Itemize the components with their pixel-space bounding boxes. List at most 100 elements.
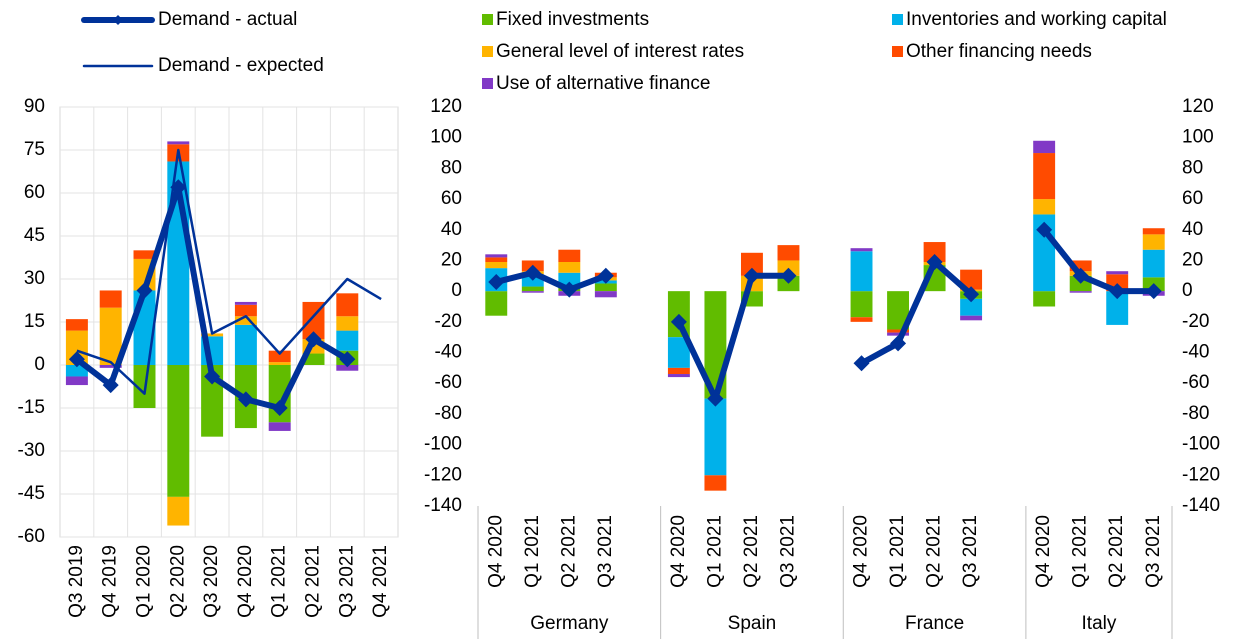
y-tick-label: -15	[18, 397, 45, 418]
y2-tick-label: 80	[1182, 157, 1203, 178]
bar-segment	[960, 269, 983, 290]
legend-label: Fixed investments	[496, 9, 649, 30]
bar-segment	[336, 365, 359, 371]
x-tick-label: Q2 2021	[558, 515, 579, 588]
x-tick-label: Q4 2020	[485, 515, 506, 588]
y-tick-label: 100	[430, 127, 462, 148]
x-tick-label: Q1 2020	[134, 545, 155, 618]
y2-tick-label: -140	[1182, 495, 1220, 516]
x-tick-label: Q2 2021	[741, 515, 762, 588]
y2-tick-label: 40	[1182, 219, 1203, 240]
y2-tick-label: -120	[1182, 464, 1220, 485]
y-tick-label: 90	[24, 96, 45, 117]
bar-segment	[234, 316, 257, 325]
bar-segment	[887, 291, 910, 330]
bar-segment	[1106, 271, 1129, 275]
line-marker	[204, 368, 221, 385]
x-tick-label: Q3 2021	[777, 515, 798, 588]
y-tick-label: 75	[24, 139, 45, 160]
legend-swatch	[482, 46, 493, 57]
x-tick-label: Q2 2021	[924, 515, 945, 588]
line-marker	[926, 253, 943, 270]
x-tick-label: Q4 2019	[100, 545, 121, 618]
bar-segment	[234, 301, 257, 305]
bar-segment	[99, 365, 122, 368]
y-tick-label: 15	[24, 311, 45, 332]
bar-segment	[65, 365, 88, 377]
bar-segment	[268, 422, 291, 431]
y-tick-label: -120	[424, 464, 462, 485]
bar-segment	[850, 248, 873, 252]
line-marker	[305, 331, 322, 348]
bar-segment	[923, 242, 946, 262]
legend-label: Inventories and working capital	[906, 9, 1167, 30]
line-marker	[561, 281, 578, 298]
bar-segment	[887, 329, 910, 333]
y-tick-label: -20	[435, 311, 462, 332]
bar-segment	[167, 365, 190, 497]
legend-swatch	[482, 14, 493, 25]
x-tick-label: Q1 2021	[269, 545, 290, 618]
x-tick-label: Q3 2021	[595, 515, 616, 588]
y2-tick-label: -60	[1182, 372, 1209, 393]
bar-segment	[521, 286, 544, 292]
bar-segment	[850, 317, 873, 322]
bar-segment	[336, 293, 359, 317]
line-marker	[890, 335, 907, 352]
bar-segment	[1142, 228, 1165, 235]
y-tick-label: -140	[424, 495, 462, 516]
x-tick-label: Q1 2021	[704, 515, 725, 588]
y-tick-label: -100	[424, 434, 462, 455]
bar-segment	[1033, 140, 1056, 154]
x-tick-label: Q3 2020	[201, 545, 222, 618]
line-marker	[853, 355, 870, 372]
x-tick-label: Q2 2021	[303, 545, 324, 618]
bar-segment	[485, 257, 508, 262]
bar-segment	[1142, 234, 1165, 250]
x-tick-label: Q4 2020	[1033, 515, 1054, 588]
group-label: Spain	[728, 613, 777, 634]
x-tick-label: Q3 2021	[960, 515, 981, 588]
bar-segment	[850, 291, 873, 318]
bar-segment	[667, 367, 690, 375]
bar-segment	[1069, 291, 1092, 293]
y-tick-label: 120	[430, 96, 462, 117]
line-marker	[1036, 221, 1053, 238]
y2-tick-label: -80	[1182, 403, 1209, 424]
line-marker	[102, 377, 119, 394]
x-tick-label: Q4 2020	[235, 545, 256, 618]
line-marker	[271, 400, 288, 416]
y2-tick-label: -20	[1182, 311, 1209, 332]
bar-segment	[1142, 249, 1165, 278]
bar-segment	[558, 261, 581, 273]
bar-segment	[777, 245, 800, 261]
x-tick-label: Q2 2021	[1106, 515, 1127, 588]
y-tick-label: -45	[18, 483, 45, 504]
y-tick-label: 20	[441, 249, 462, 270]
line	[676, 272, 789, 402]
bar-segment	[1033, 153, 1056, 200]
legend-swatch	[482, 78, 493, 89]
line-marker	[339, 351, 356, 368]
group-label: Italy	[1082, 613, 1117, 634]
y2-tick-label: 60	[1182, 188, 1203, 209]
legend-swatch	[892, 14, 903, 25]
y2-tick-label: 0	[1182, 280, 1193, 301]
y2-tick-label: -40	[1182, 342, 1209, 363]
line-marker	[237, 391, 254, 408]
x-tick-label: Q4 2020	[668, 515, 689, 588]
legend-marker	[113, 15, 123, 25]
x-tick-label: Q4 2021	[370, 545, 391, 618]
line	[860, 258, 974, 366]
x-tick-label: Q2 2020	[167, 545, 188, 618]
legend-label: Other financing needs	[906, 41, 1092, 62]
bar-segment	[268, 362, 291, 365]
y-tick-label: 60	[441, 188, 462, 209]
line-marker	[670, 313, 687, 330]
bar-segment	[201, 333, 224, 337]
y-tick-label: 45	[24, 225, 45, 246]
bar-segment	[268, 350, 291, 363]
line-marker	[136, 282, 153, 299]
bar-segment	[336, 316, 359, 331]
